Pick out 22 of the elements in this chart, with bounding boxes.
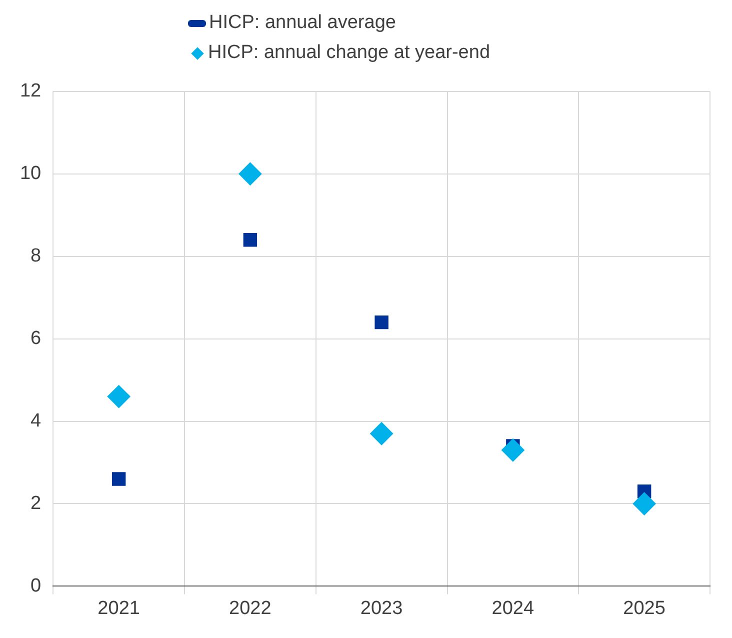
point <box>112 472 126 486</box>
x-tick-label: 2024 <box>492 598 534 619</box>
y-tick-label: 12 <box>20 80 42 102</box>
point <box>632 492 656 516</box>
point <box>107 385 130 408</box>
y-tick-label: 10 <box>20 163 42 184</box>
point <box>374 315 388 330</box>
y-tick-label: 4 <box>30 410 42 432</box>
point <box>243 232 258 247</box>
legend-label: HICP: annual change at year-end <box>208 41 490 65</box>
x-tick-label: 2022 <box>229 598 272 619</box>
point <box>238 162 262 186</box>
y-tick-label: 6 <box>30 328 42 350</box>
x-tick-label: 2025 <box>623 598 666 619</box>
y-tick-label: 2 <box>30 492 42 514</box>
point <box>370 422 394 446</box>
x-tick-label: 2023 <box>360 598 403 619</box>
legend-label: HICP: annual average <box>209 11 396 35</box>
y-tick-label: 8 <box>30 246 42 267</box>
y-tick-label: 0 <box>30 575 42 596</box>
x-tick-label: 2021 <box>98 598 140 619</box>
point <box>501 438 524 462</box>
